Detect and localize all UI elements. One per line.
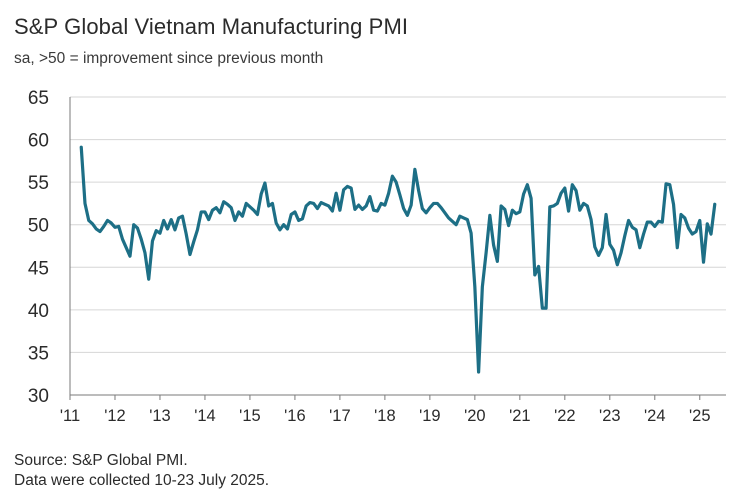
x-tick-label: '24 bbox=[644, 407, 666, 425]
x-tick-label: '12 bbox=[104, 407, 126, 425]
chart-subtitle: sa, >50 = improvement since previous mon… bbox=[14, 50, 324, 67]
x-tick-label: '19 bbox=[419, 407, 441, 425]
x-tick-label: '11 bbox=[60, 407, 80, 425]
x-tick-label: '18 bbox=[374, 407, 396, 425]
y-tick-label: 65 bbox=[28, 88, 49, 109]
x-tick-label: '15 bbox=[239, 407, 261, 425]
x-tick-label: '14 bbox=[194, 407, 216, 425]
pmi-series-line bbox=[79, 145, 717, 374]
x-tick-labels: '11 '12 '13 '14 '15 '16 '17 '18 '19 '20 '21 '22 '23 '… bbox=[60, 407, 711, 425]
x-tick-label: '17 bbox=[329, 407, 351, 425]
source-note: Source: S&P Global PMI. bbox=[14, 452, 188, 469]
series-layer bbox=[79, 145, 717, 374]
y-tick-label: 40 bbox=[28, 301, 49, 322]
y-tick-label: 35 bbox=[28, 343, 49, 364]
x-tick-label: '13 bbox=[149, 407, 171, 425]
y-tick-label: 45 bbox=[28, 258, 49, 279]
y-tick-label: 60 bbox=[28, 131, 49, 152]
x-tick-label: '25 bbox=[689, 407, 711, 425]
y-tick-label: 50 bbox=[28, 216, 49, 237]
y-tick-label: 30 bbox=[28, 386, 49, 407]
x-tick-label: '16 bbox=[284, 407, 306, 425]
y-tick-labels: 30 35 40 45 50 55 60 65 bbox=[28, 88, 49, 407]
x-tick-label: '21 bbox=[509, 407, 531, 425]
y-tick-label: 55 bbox=[28, 173, 49, 194]
collection-note: Data were collected 10-23 July 2025. bbox=[14, 472, 270, 489]
gridlines bbox=[70, 96, 726, 353]
x-tick-label: '23 bbox=[599, 407, 621, 425]
chart-title: S&P Global Vietnam Manufacturing PMI bbox=[14, 14, 409, 39]
axes bbox=[69, 97, 726, 400]
x-tick-label: '20 bbox=[464, 407, 486, 425]
x-tick-label: '22 bbox=[554, 407, 576, 425]
